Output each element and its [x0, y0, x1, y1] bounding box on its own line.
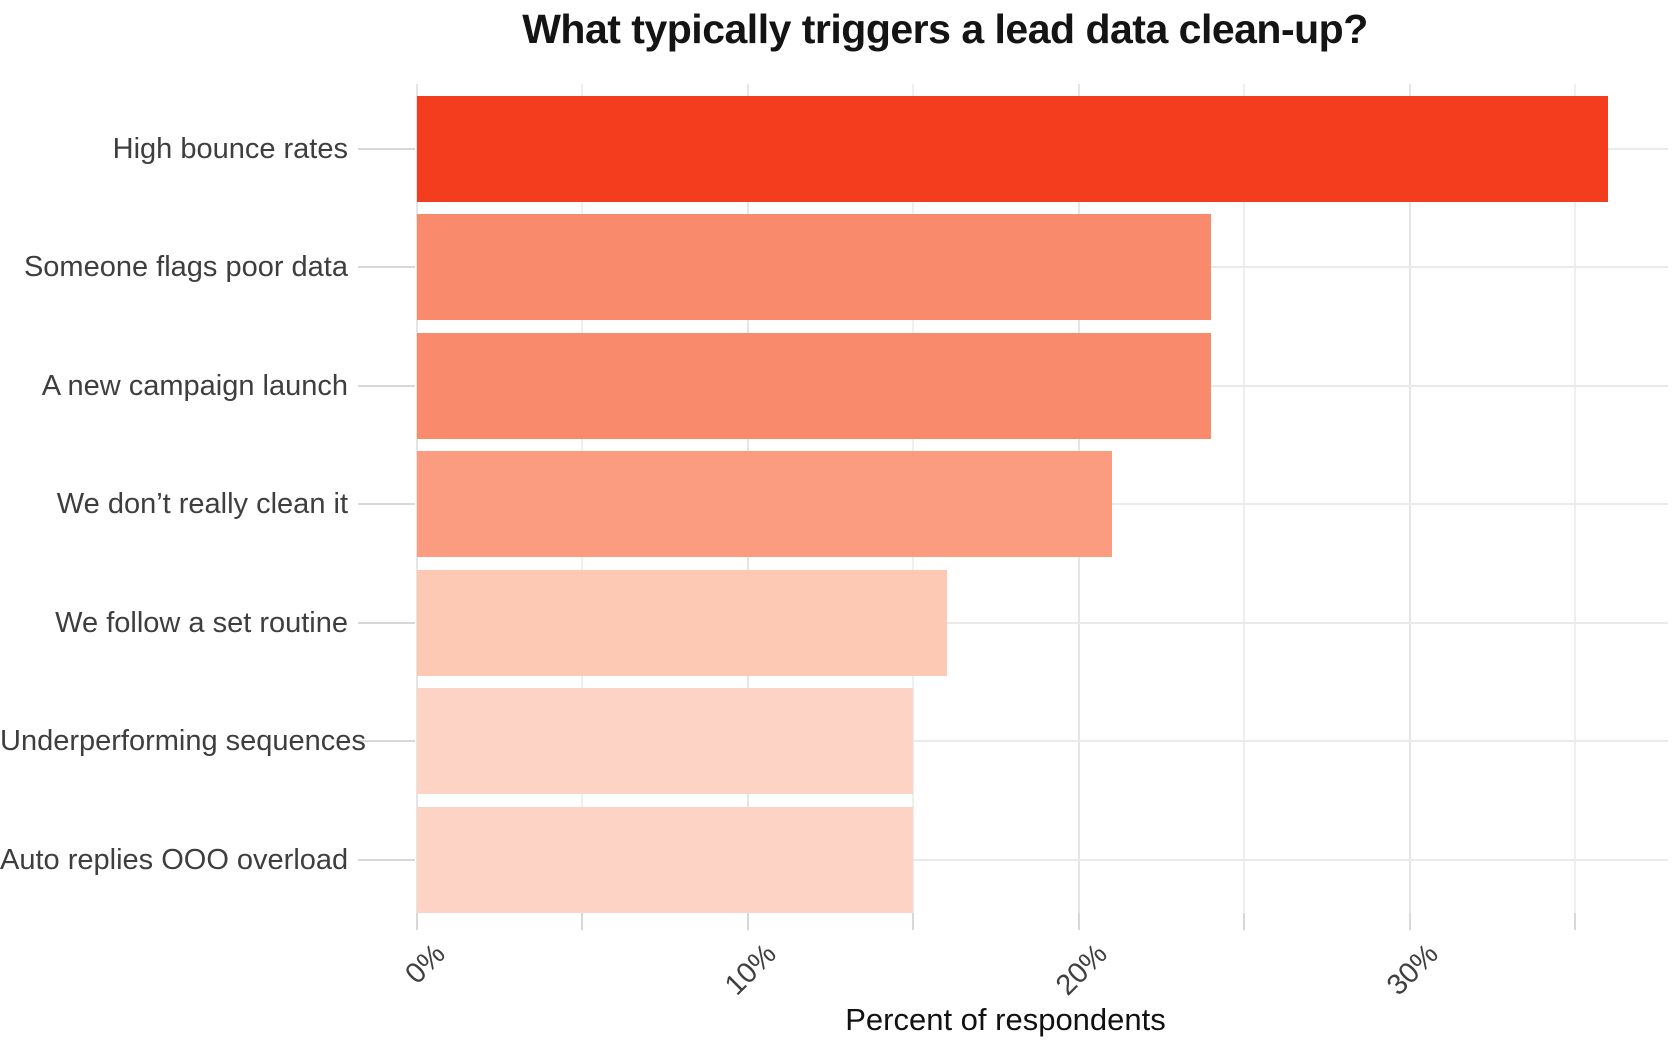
x-axis-tick: [746, 913, 749, 930]
x-tick-label: 0%: [399, 938, 452, 991]
bar: [417, 451, 1112, 558]
x-axis-tick: [416, 913, 418, 930]
bar: [417, 806, 914, 913]
x-axis-tick: [581, 913, 584, 930]
x-axis-tick: [912, 913, 915, 930]
category-label: A new campaign launch: [41, 369, 348, 402]
y-axis-tick: [358, 503, 415, 506]
category-label: Someone flags poor data: [23, 251, 348, 284]
gridline-vertical-major: [1408, 84, 1411, 913]
category-label: We follow a set routine: [55, 606, 348, 639]
x-axis-title: Percent of respondents: [845, 1002, 1166, 1037]
gridline-horizontal: [417, 858, 1668, 861]
x-axis-tick: [1408, 913, 1411, 930]
gridline-horizontal: [417, 621, 1668, 624]
x-tick-label: 10%: [718, 938, 783, 1002]
bar: [417, 332, 1212, 439]
x-tick-label: 30%: [1380, 938, 1445, 1002]
gridline-vertical-minor: [1574, 84, 1577, 913]
gridline-vertical-minor: [1243, 84, 1246, 913]
y-axis-tick: [358, 384, 415, 387]
y-axis-tick: [358, 740, 415, 743]
chart-title: What typically triggers a lead data clea…: [522, 6, 1368, 52]
y-axis-tick: [358, 148, 415, 150]
bar: [417, 688, 914, 795]
category-label: Auto replies OOO overload: [0, 843, 349, 876]
x-tick-label: 20%: [1049, 938, 1114, 1002]
bar: [417, 96, 1609, 202]
y-axis-tick: [358, 621, 415, 624]
x-axis-tick: [1077, 913, 1080, 930]
plot-panel: [358, 84, 1668, 930]
bar: [417, 569, 947, 676]
bar: [417, 214, 1212, 321]
y-axis-tick: [358, 858, 415, 861]
category-label: We don’t really clean it: [56, 488, 348, 521]
x-axis-tick: [1574, 913, 1577, 930]
x-axis-tick: [1243, 913, 1246, 930]
y-axis-tick: [358, 266, 415, 269]
category-label: High bounce rates: [112, 133, 348, 165]
gridline-horizontal: [417, 740, 1668, 743]
category-label: Underperforming sequences: [0, 725, 366, 758]
